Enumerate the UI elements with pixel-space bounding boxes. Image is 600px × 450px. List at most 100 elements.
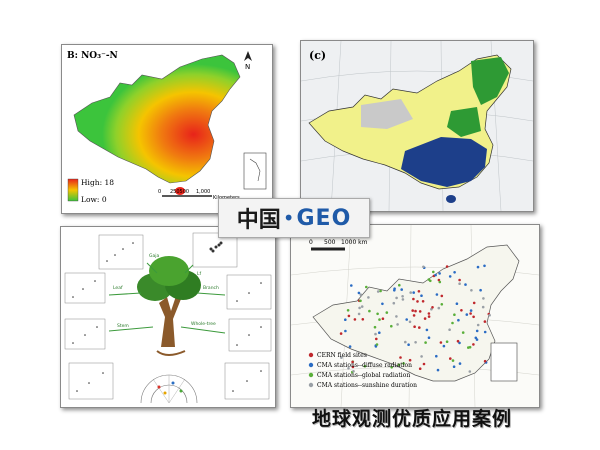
station-dot <box>422 265 425 269</box>
logo-geo-text: GEO <box>296 205 352 231</box>
station-dot <box>397 363 401 366</box>
scale-label-1: 250500 <box>170 189 189 195</box>
scale-label-0: 0 <box>309 239 313 246</box>
station-dot <box>476 323 480 327</box>
tree-icon <box>137 256 201 356</box>
legend-label-sunshine: CMA stations--sunshine duration <box>317 382 417 389</box>
arrow-whole <box>180 326 226 334</box>
arrow-label-1: Lf <box>197 271 202 277</box>
station-dot <box>412 291 415 294</box>
station-dot <box>435 354 438 358</box>
station-dot <box>479 288 482 292</box>
arrow-branch <box>184 264 194 274</box>
station-dot <box>453 313 456 316</box>
station-dot <box>378 318 381 321</box>
hainan-island <box>175 187 185 195</box>
scatter-plot-2 <box>192 232 238 268</box>
logo-dot: • <box>282 206 295 230</box>
station-dot <box>458 362 462 365</box>
station-dot <box>440 294 444 298</box>
station-dot <box>436 368 440 372</box>
station-dot <box>448 275 452 278</box>
station-dot <box>414 341 417 344</box>
station-dot <box>359 299 362 303</box>
scatter-plot-4 <box>226 274 272 310</box>
station-dot <box>344 318 347 321</box>
arrow-label-3: Branch <box>203 285 219 291</box>
station-dot <box>414 309 417 313</box>
legend-label-global: CMA stations--global radiation <box>317 372 410 379</box>
station-dot <box>408 320 412 324</box>
panel-label: (c) <box>309 49 326 62</box>
station-dot <box>361 318 365 321</box>
scatter-plot-3 <box>64 272 106 304</box>
station-dot <box>385 311 389 314</box>
station-dot <box>346 309 350 312</box>
station-dot <box>420 355 423 358</box>
arrow-label-2: Leaf <box>113 285 123 291</box>
station-dot <box>438 280 442 284</box>
station-dot <box>351 365 355 369</box>
station-dot <box>353 318 357 321</box>
station-dot <box>408 358 412 362</box>
station-dot <box>412 314 416 317</box>
scatter-plot-6 <box>228 318 272 352</box>
south-forest <box>401 137 487 187</box>
scatter-plot-5 <box>64 318 106 350</box>
station-dot <box>381 317 385 320</box>
station-dot <box>431 306 434 309</box>
station-dot <box>418 326 421 329</box>
arrow-label-5: Stem <box>117 323 129 329</box>
station-dot <box>425 328 429 332</box>
station-dot <box>409 291 412 294</box>
station-dot <box>350 284 353 287</box>
arrow-label-0: Gaja <box>149 253 159 259</box>
northeast-forest <box>471 57 509 105</box>
station-dot <box>395 296 398 300</box>
station-dot <box>438 272 441 275</box>
station-dot <box>376 312 379 316</box>
station-dot <box>416 300 419 303</box>
station-dot <box>417 290 421 293</box>
station-map-panel: 0 500 1000 km CERN field sites CMA stati… <box>290 224 540 408</box>
station-dot <box>483 359 487 363</box>
station-dot <box>351 360 354 364</box>
station-dot <box>420 294 423 297</box>
station-dot <box>360 305 364 308</box>
station-dot <box>483 330 487 334</box>
north-arrow-icon <box>244 51 252 61</box>
station-dot <box>437 278 441 282</box>
inset-map <box>490 342 518 382</box>
panel-title: B: NO₃⁻-N <box>67 51 118 61</box>
station-dot <box>401 298 405 301</box>
station-dot <box>375 337 378 341</box>
station-dot <box>475 338 479 341</box>
arrow-right <box>196 292 226 296</box>
station-dot <box>363 364 367 368</box>
tree-diagram-figure: Gaja Lf Leaf Branch Whole-tree Stem <box>64 232 272 404</box>
scale-label-1: 500 <box>324 239 336 246</box>
station-dot <box>429 279 432 283</box>
station-dot <box>442 344 446 348</box>
station-dot <box>451 321 454 325</box>
station-dot <box>378 331 381 334</box>
station-dot <box>468 370 472 373</box>
no3-map-panel: B: NO₃⁻-N N High: 18 Low: 0 0 250500 1,0… <box>61 44 273 214</box>
station-dot <box>402 362 405 365</box>
station-dot <box>347 314 351 318</box>
china-geo-logo: 中国 • GEO <box>218 198 370 238</box>
station-map-figure: 0 500 1000 km CERN field sites CMA stati… <box>291 225 539 407</box>
station-dot <box>472 343 475 346</box>
station-dot <box>449 357 452 360</box>
station-dot <box>358 306 361 310</box>
station-dot <box>352 370 355 373</box>
station-dot <box>445 265 449 268</box>
central-cropland <box>447 107 481 137</box>
station-dot <box>357 312 361 316</box>
station-dot <box>373 325 377 329</box>
station-dot <box>472 315 475 319</box>
legend-color-ramp <box>67 178 79 202</box>
legend-marker-global <box>308 372 314 378</box>
station-dot <box>461 331 465 334</box>
station-dot <box>348 345 352 348</box>
